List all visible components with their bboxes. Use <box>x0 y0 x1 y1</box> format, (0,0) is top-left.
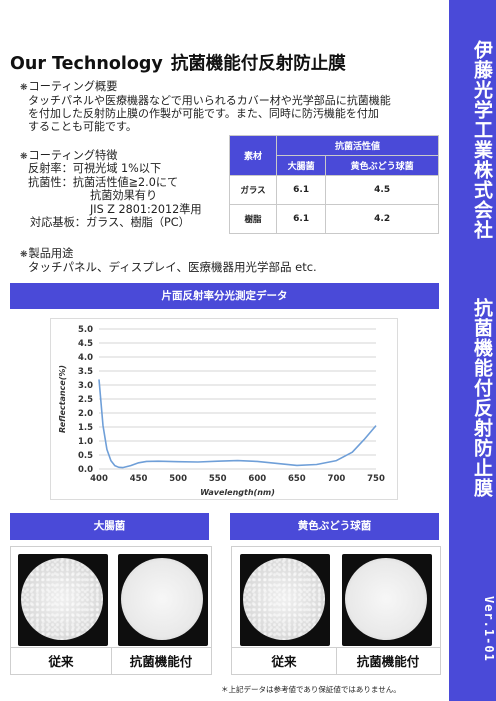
company-name: 伊藤光学工業株式会社 <box>471 40 493 240</box>
x-tick-label: 550 <box>209 474 227 484</box>
version-label: Ver.1-01 <box>482 596 496 662</box>
y-tick-label: 5.0 <box>78 325 93 335</box>
applications-heading: 製品用途 <box>20 247 73 260</box>
y-tick-label: 0.0 <box>78 465 93 475</box>
petri-dish-culture <box>121 558 203 640</box>
table-cell-staph: 4.2 <box>325 204 439 234</box>
table-header-staph: 黄色ぶどう球菌 <box>325 155 439 176</box>
y-tick-label: 0.5 <box>78 451 93 461</box>
overview-heading: コーティング概要 <box>20 80 117 93</box>
y-tick-label: 1.5 <box>78 423 93 433</box>
features-section: コーティング特徴 <box>20 149 117 165</box>
y-tick-label: 4.0 <box>78 353 93 363</box>
overview-line: タッチパネルや医療機器などで用いられるカバー材や光学部品に抗菌機能 <box>28 94 391 107</box>
divider <box>336 647 337 674</box>
y-tick-label: 3.5 <box>78 367 93 377</box>
petri-dish-antibacterial <box>118 554 208 646</box>
overview-text: タッチパネルや医療機器などで用いられるカバー材や光学部品に抗菌機能 を付加した反… <box>28 94 391 133</box>
y-tick-label: 2.5 <box>78 395 93 405</box>
y-tick-label: 1.0 <box>78 437 93 447</box>
table-header-activity: 抗菌活性値 <box>276 135 439 156</box>
y-tick-label: 3.0 <box>78 381 93 391</box>
table-cell-ecoli: 6.1 <box>275 175 327 205</box>
staph-banner: 黄色ぶどう球菌 <box>230 513 439 540</box>
petri-dish-culture <box>345 558 427 640</box>
y-axis-label: Reflectance(%) <box>58 365 67 433</box>
spectrum-banner: 片面反射率分光測定データ <box>10 283 439 309</box>
footnote: ＊上記データは参考値であり保証値ではありません。 <box>221 685 401 694</box>
reflectance-chart-svg: 0.0 0.5 1.0 1.5 2.0 2.5 3.0 3.5 4.0 4.5 5.0 400 450 5… <box>58 325 385 497</box>
x-axis-label: Wavelength(nm) <box>200 488 275 497</box>
features-text: 反射率：可視光域 1%以下 抗菌性：抗菌活性値≧2.0にて 抗菌効果有り JIS… <box>28 162 202 230</box>
overview-section: コーティング概要 <box>20 80 117 96</box>
product-name-vertical: 抗菌機能付反射防止膜 <box>471 298 493 498</box>
feature-substrate: 対応基板：ガラス、樹脂（PC） <box>30 216 190 230</box>
antibacterial-activity-table: 素材 抗菌活性値 大腸菌 黄色ぶどう球菌 ガラス 6.1 4.5 樹脂 6.1 … <box>229 135 439 234</box>
applications-section: 製品用途 <box>20 247 73 263</box>
petri-dish-culture <box>21 558 103 640</box>
table-cell-material: 樹脂 <box>229 204 277 234</box>
overview-line: を付加した反射防止膜の作製が可能です。また、同時に防汚機能を付加 <box>28 107 379 120</box>
x-tick-label: 500 <box>169 474 187 484</box>
feature-antibacterial-effect: 抗菌効果有り <box>90 189 158 203</box>
page-title: Our Technology 抗菌機能付反射防止膜 <box>10 50 346 75</box>
table-header-ecoli: 大腸菌 <box>275 155 327 176</box>
petri-dish-antibacterial <box>342 554 432 646</box>
table-header-material: 素材 <box>229 135 277 176</box>
caption-antibacterial: 抗菌機能付 <box>129 654 193 669</box>
feature-standard: JIS Z 2801:2012準用 <box>90 202 202 216</box>
reflectance-series-line <box>98 379 377 469</box>
x-tick-label: 450 <box>130 474 148 484</box>
y-tick-label: 4.5 <box>78 339 93 349</box>
applications-text: タッチパネル、ディスプレイ、医療機器用光学部品 etc. <box>28 261 317 274</box>
feature-reflectance: 反射率：可視光域 1%以下 <box>28 162 162 175</box>
x-tick-label: 400 <box>90 474 108 484</box>
x-tick-label: 650 <box>288 474 306 484</box>
divider <box>111 647 112 674</box>
overview-line: することも可能です。 <box>28 120 137 133</box>
caption-conventional: 従来 <box>271 654 297 669</box>
table-cell-ecoli: 6.1 <box>275 204 327 234</box>
petri-dish-conventional <box>240 554 330 646</box>
title-japanese: 抗菌機能付反射防止膜 <box>170 54 346 74</box>
feature-antibacterial: 抗菌性：抗菌活性値≧2.0にて <box>28 175 179 189</box>
x-tick-label: 700 <box>328 474 346 484</box>
y-tick-label: 2.0 <box>78 409 93 419</box>
applications-line: タッチパネル、ディスプレイ、医療機器用光学部品 etc. <box>28 260 317 274</box>
table-row: 樹脂 6.1 4.2 <box>229 204 439 234</box>
ecoli-banner: 大腸菌 <box>10 513 209 540</box>
staph-photo-panel: 従来 抗菌機能付 <box>231 546 441 675</box>
table-row: ガラス 6.1 4.5 <box>229 175 439 205</box>
sidebar: 伊藤光学工業株式会社 抗菌機能付反射防止膜 Ver.1-01 <box>449 0 496 701</box>
x-tick-label: 600 <box>248 474 266 484</box>
petri-dish-conventional <box>18 554 108 646</box>
reflectance-chart: 0.0 0.5 1.0 1.5 2.0 2.5 3.0 3.5 4.0 4.5 5.0 400 450 5… <box>50 318 398 500</box>
caption-conventional: 従来 <box>48 654 74 669</box>
features-heading: コーティング特徴 <box>20 149 117 162</box>
table-cell-staph: 4.5 <box>325 175 439 205</box>
ecoli-photo-panel: 従来 抗菌機能付 <box>10 546 212 675</box>
x-tick-label: 750 <box>367 474 385 484</box>
caption-antibacterial: 抗菌機能付 <box>356 654 420 669</box>
table-cell-material: ガラス <box>229 175 277 205</box>
title-english: Our Technology <box>10 54 163 74</box>
petri-dish-culture <box>243 558 325 640</box>
